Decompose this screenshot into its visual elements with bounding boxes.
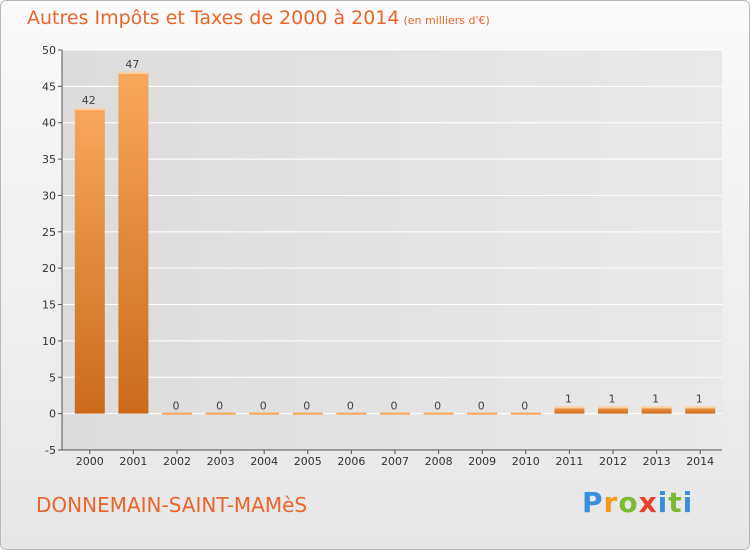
chart-title-text: Autres Impôts et Taxes de 2000 à 2014 — [27, 7, 400, 29]
grid-lines — [62, 49, 722, 451]
x-tick-label: 2011 — [555, 455, 583, 468]
bar-2009 — [467, 412, 498, 415]
logo-letter: x — [638, 486, 658, 519]
bar-2012 — [598, 406, 628, 414]
logo-letter: i — [657, 486, 669, 519]
bar-2014 — [685, 406, 716, 414]
data-label-2010: 0 — [521, 400, 528, 413]
x-tick-label: 2006 — [337, 455, 365, 468]
x-tick-label: 2012 — [599, 455, 627, 468]
data-label-2005: 0 — [303, 400, 310, 413]
data-label-2004: 0 — [260, 400, 267, 413]
y-tick-label: -5 — [45, 444, 56, 457]
logo-letter: P — [582, 486, 604, 519]
bar-2006 — [336, 412, 367, 415]
bar-highlight-2011 — [554, 406, 585, 409]
y-tick-label: 30 — [42, 189, 56, 202]
bar-2001 — [118, 71, 149, 414]
data-label-2002: 0 — [173, 400, 180, 413]
bar-2005 — [292, 412, 323, 415]
x-tick-label: 2003 — [207, 455, 235, 468]
logo-letter: i — [682, 486, 694, 519]
bar-2003 — [205, 412, 236, 415]
bars — [74, 71, 716, 415]
bar-2010 — [510, 412, 541, 415]
bar-2000 — [74, 108, 105, 414]
x-tick-label: 2010 — [512, 455, 540, 468]
data-label-2009: 0 — [478, 400, 485, 413]
bar-2011 — [554, 406, 585, 414]
data-label-2007: 0 — [391, 400, 398, 413]
logo-letter: t — [668, 486, 683, 519]
y-tick-label: 15 — [42, 299, 56, 312]
y-tick-label: 50 — [42, 44, 56, 57]
x-tick-label: 2002 — [163, 455, 191, 468]
x-tick-label: 2013 — [643, 455, 671, 468]
x-tick-label: 2000 — [76, 455, 104, 468]
x-tick-label: 2014 — [686, 455, 714, 468]
data-label-2014: 1 — [696, 392, 703, 405]
y-tick-label: 20 — [42, 262, 56, 275]
data-label-2000: 42 — [82, 94, 96, 107]
x-tick-label: 2007 — [381, 455, 409, 468]
data-label-2003: 0 — [216, 400, 223, 413]
bar-highlight-2000 — [74, 108, 105, 111]
bar-2013 — [641, 406, 672, 414]
axes — [58, 49, 722, 454]
chart-subtitle: (en milliers d'€) — [403, 14, 490, 27]
chart-title: Autres Impôts et Taxes de 2000 à 2014 (en… — [27, 7, 490, 29]
data-label-2001: 47 — [125, 58, 139, 71]
bar-2002 — [162, 412, 192, 415]
commune-name: DONNEMAIN-SAINT-MAMèS — [36, 493, 308, 517]
plot-area — [62, 50, 722, 450]
x-tick-label: 2005 — [294, 455, 322, 468]
data-label-2012: 1 — [609, 392, 616, 405]
bar-highlight-2014 — [685, 406, 716, 409]
logo-letter: r — [603, 486, 619, 519]
y-tick-label: 25 — [42, 226, 56, 239]
x-tick-label: 2001 — [119, 455, 147, 468]
data-label-2011: 1 — [565, 392, 572, 405]
bar-2007 — [380, 412, 410, 415]
y-tick-label: 0 — [49, 408, 56, 421]
data-labels: 42 47 0 0 0 0 0 0 0 0 0 1 1 1 1 — [82, 58, 703, 413]
y-tick-label: 45 — [42, 80, 56, 93]
y-tick-label: 40 — [42, 117, 56, 130]
proxiti-logo: Proxiti — [582, 486, 693, 519]
bar-highlight-2013 — [641, 406, 672, 409]
data-label-2013: 1 — [652, 392, 659, 405]
y-tick-label: 5 — [49, 371, 56, 384]
x-tick-label: 2008 — [425, 455, 453, 468]
x-tick-label: 2004 — [250, 455, 278, 468]
y-tick-label: 35 — [42, 153, 56, 166]
data-label-2006: 0 — [347, 400, 354, 413]
data-label-2008: 0 — [434, 400, 441, 413]
y-tick-label: 10 — [42, 335, 56, 348]
bar-2004 — [249, 412, 280, 415]
bar-2008 — [423, 412, 454, 415]
logo-letter: o — [618, 486, 639, 519]
bar-highlight-2012 — [598, 406, 628, 409]
bar-highlight-2001 — [118, 71, 149, 74]
x-tick-label: 2009 — [468, 455, 496, 468]
